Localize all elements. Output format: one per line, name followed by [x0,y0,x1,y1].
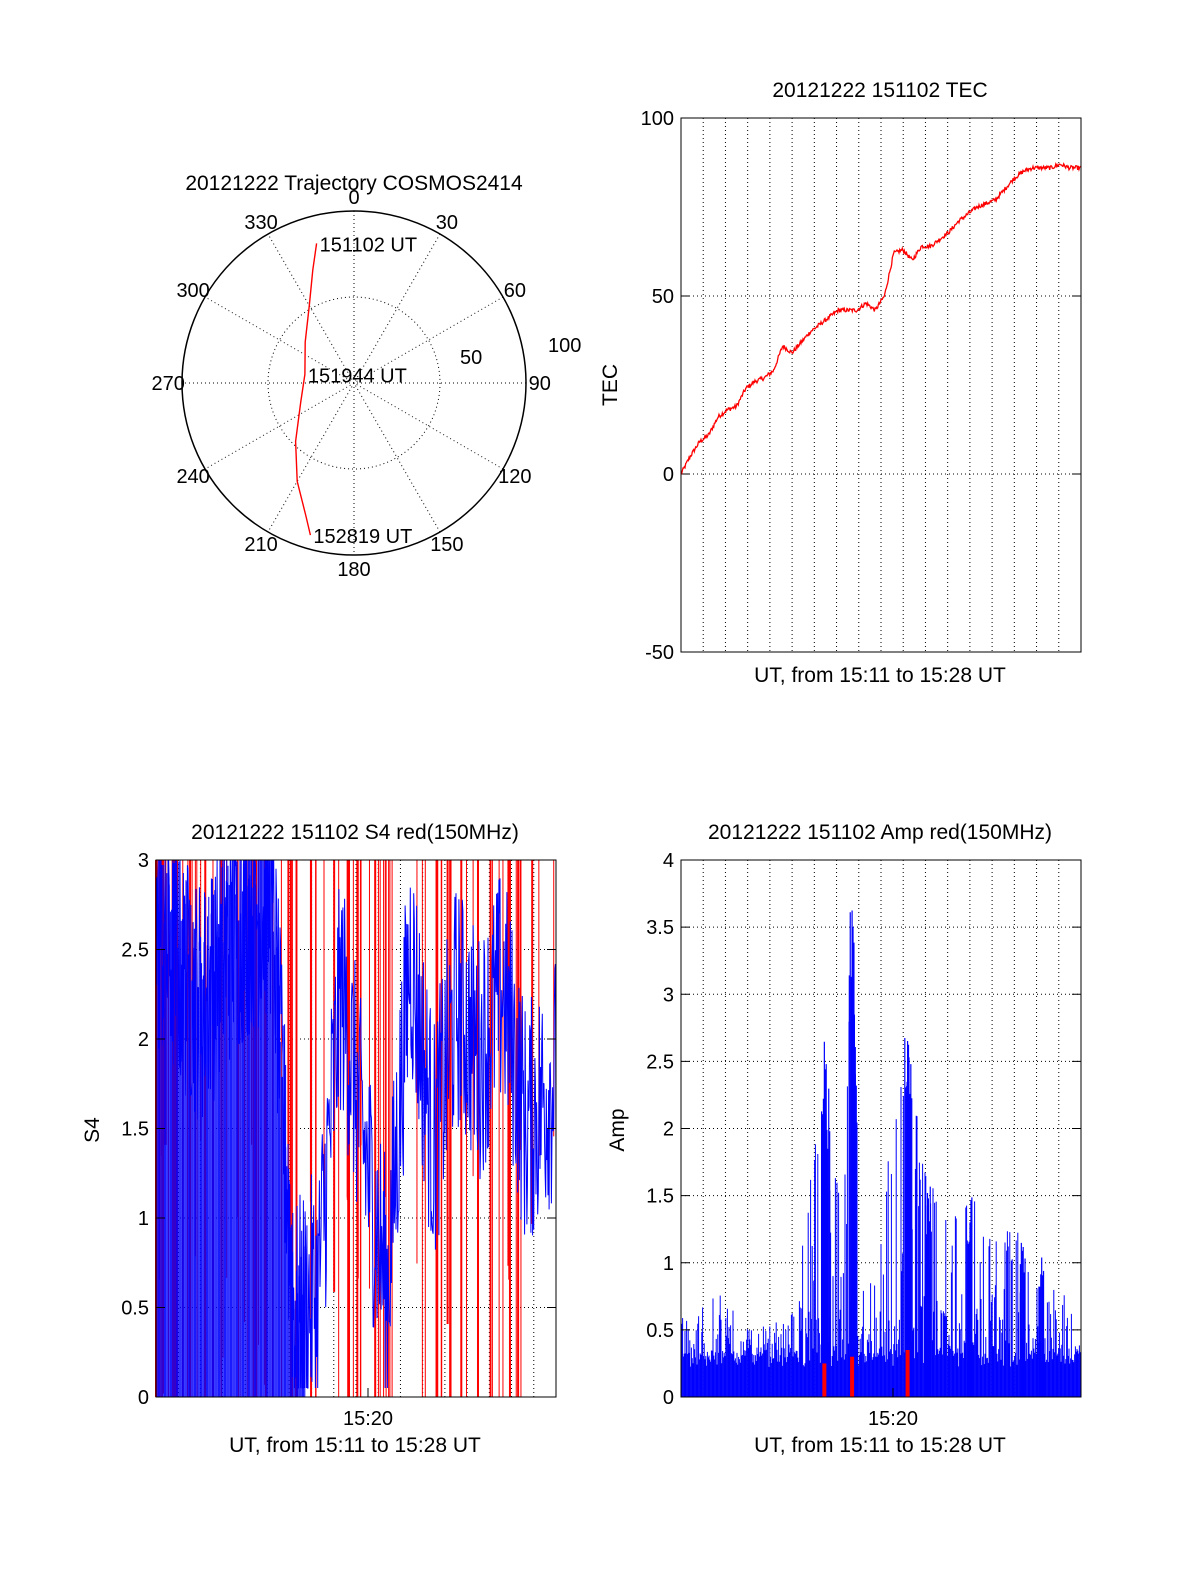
s4-y-tick-label: 1 [138,1208,149,1230]
polar-azimuth-label: 0 [348,187,359,209]
amp-red-spike [822,1363,827,1397]
s4-y-tick-label: 2 [138,1029,149,1051]
tec-panel: 20121222 151102 TEC -50 0 50 100 UT, from 1… [599,79,1082,687]
polar-azimuth-label: 270 [152,373,185,395]
s4-y-tick-label: 3 [138,850,149,872]
amp-title: 20121222 151102 Amp red(150MHz) [708,821,1052,844]
polar-spokes [182,211,526,555]
polar-azimuth-label: 90 [529,373,551,395]
amp-red-spike [850,1356,855,1397]
trajectory-panel: 20121222 Trajectory COSMOS2414 0 30 60 90 12… [152,172,582,581]
s4-y-tick-label: 2.5 [121,940,149,962]
tec-x-axis-label: UT, from 15:11 to 15:28 UT [754,664,1006,687]
polar-azimuth-label: 180 [337,559,370,581]
amp-y-tick-label: 2 [663,1119,674,1141]
amp-x-tick-label: 15:20 [868,1408,918,1430]
amp-red-spike [905,1350,910,1397]
trajectory-mid-label: 151944 UT [308,365,407,387]
s4-blue-envelope [155,859,557,1389]
amp-y-tick-label: 4 [663,850,674,872]
trajectory-title: 20121222 Trajectory COSMOS2414 [185,172,523,195]
trajectory-end-label: 152819 UT [313,526,412,548]
polar-radial-label-100: 100 [548,335,581,357]
amp-red-series [822,1350,910,1397]
amp-y-tick-label: 3.5 [646,917,674,939]
amp-y-tick-label: 1.5 [646,1186,674,1208]
polar-azimuth-label: 210 [244,534,277,556]
amp-panel: 20121222 151102 Amp red(150MHz) 0 0.5 1 1.5… [606,821,1082,1457]
tec-y-ticks: -50 0 50 100 [641,108,1081,664]
amp-y-tick-label: 1 [663,1253,674,1275]
s4-x-tick-label: 15:20 [343,1408,393,1430]
trajectory-track [294,243,318,536]
amp-axes-frame [680,859,1082,1398]
amp-x-axis-label: UT, from 15:11 to 15:28 UT [754,1434,1006,1457]
tec-y-tick-label: 0 [663,464,674,486]
s4-y-ticks: 0 0.5 1 1.5 2 2.5 3 [121,850,556,1409]
tec-y-axis-label: TEC [599,364,622,406]
s4-y-axis-label: S4 [81,1117,104,1143]
tec-series-line [680,161,1082,475]
polar-azimuth-label: 300 [176,280,209,302]
s4-y-tick-label: 0 [138,1387,149,1409]
s4-x-axis-label: UT, from 15:11 to 15:28 UT [229,1434,481,1457]
amp-y-tick-label: 2.5 [646,1051,674,1073]
tec-grid [681,118,1081,652]
tec-title: 20121222 151102 TEC [772,79,987,102]
amp-y-tick-label: 0.5 [646,1320,674,1342]
polar-radius-50-circle [267,296,441,470]
polar-azimuth-label: 60 [504,280,526,302]
s4-y-tick-label: 0.5 [121,1298,149,1320]
polar-radial-label-50: 50 [460,347,482,369]
tec-y-tick-label: -50 [645,642,674,664]
polar-azimuth-label: 330 [244,212,277,234]
s4-axes-frame [155,859,557,1398]
amp-y-tick-label: 0 [663,1387,674,1409]
amp-y-tick-label: 3 [663,984,674,1006]
polar-azimuth-label: 30 [436,212,458,234]
amp-blue-series [680,910,1081,1397]
polar-azimuth-label: 120 [498,466,531,488]
s4-panel: 20121222 151102 S4 red(150MHz) 0 0.5 1 1.5 2… [81,821,557,1457]
s4-title: 20121222 151102 S4 red(150MHz) [191,821,519,844]
tec-y-tick-label: 50 [652,286,674,308]
amp-y-axis-label: Amp [606,1108,629,1151]
tec-axes-frame [680,117,1082,653]
polar-spoke [267,233,441,533]
trajectory-start-label: 151102 UT [320,234,417,256]
polar-azimuth-labels: 0 30 60 90 120 150 180 210 240 270 300 330 [152,187,551,581]
polar-azimuth-label: 240 [176,466,209,488]
s4-y-tick-label: 1.5 [121,1119,149,1141]
polar-azimuth-label: 150 [430,534,463,556]
tec-y-tick-label: 100 [641,108,674,130]
